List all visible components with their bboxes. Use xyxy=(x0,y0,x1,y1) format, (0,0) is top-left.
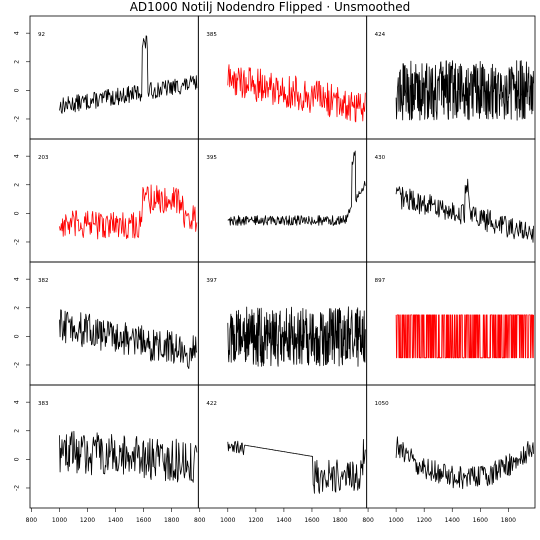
x-tick-label: 1800 xyxy=(501,517,516,524)
panel-frames xyxy=(29,15,536,509)
y-tick-label: 4 xyxy=(14,277,21,281)
x-tick-label: 1400 xyxy=(108,517,123,524)
panel-label-382: 382 xyxy=(38,278,49,284)
panel-label-397: 397 xyxy=(206,278,217,284)
series-line-430 xyxy=(395,178,534,243)
panel-label-897: 897 xyxy=(375,278,386,284)
x-tick-label: 800 xyxy=(194,517,206,524)
x-tick-label: 1400 xyxy=(445,517,460,524)
x-tick-label: 1600 xyxy=(136,517,151,524)
y-tick-label: -2 xyxy=(14,116,21,122)
y-tick-label: 0 xyxy=(14,334,21,338)
series-line-424 xyxy=(395,60,534,121)
x-tick-label: 1400 xyxy=(276,517,291,524)
y-tick-label: 2 xyxy=(14,306,21,310)
x-tick-label: 1000 xyxy=(52,517,67,524)
series-line-897 xyxy=(395,314,534,359)
series-line-385 xyxy=(227,64,366,123)
x-tick-label: 1200 xyxy=(248,517,263,524)
panel-frame-397 xyxy=(197,261,368,386)
series-line-382 xyxy=(59,309,198,369)
x-tick-label: 1600 xyxy=(473,517,488,524)
series-line-92 xyxy=(59,35,198,114)
panel-label-1050: 1050 xyxy=(375,401,389,407)
y-tick-label: 0 xyxy=(14,457,21,461)
panel-frame-430 xyxy=(366,138,536,263)
panel-series xyxy=(59,35,534,494)
series-line-395 xyxy=(227,150,366,226)
panel-label-92: 92 xyxy=(38,32,45,38)
series-line-383 xyxy=(59,430,198,483)
panel-label-395: 395 xyxy=(206,155,217,161)
panel-labels: 92 385 424 203 395 430 382 397 897 383 422 1050 xyxy=(38,32,389,407)
panel-frame-382 xyxy=(29,261,199,386)
axes: -2 0 2 4 -2 0 2 4 -2 0 2 4 -2 0 2 4 800 1000 1200 1400 1600 1… xyxy=(14,31,517,524)
y-tick-label: -2 xyxy=(14,239,21,245)
y-tick-label: -2 xyxy=(14,485,21,491)
series-line-1050 xyxy=(395,436,534,490)
y-tick-label: 2 xyxy=(14,429,21,433)
x-tick-label: 1000 xyxy=(388,517,403,524)
panel-label-424: 424 xyxy=(375,32,386,38)
panel-frame-422 xyxy=(197,384,368,509)
series-line-422 xyxy=(227,439,366,494)
series-line-203 xyxy=(59,184,198,240)
x-tick-label: 1800 xyxy=(164,517,179,524)
panel-label-422: 422 xyxy=(206,401,217,407)
series-line-397 xyxy=(227,306,366,367)
x-tick-label: 1800 xyxy=(332,517,347,524)
x-tick-label: 800 xyxy=(362,517,374,524)
panel-frame-385 xyxy=(197,15,368,140)
y-tick-label: 0 xyxy=(14,211,21,215)
panel-frame-92 xyxy=(29,15,199,140)
panel-label-385: 385 xyxy=(206,32,217,38)
chart-title: AD1000 Notilj Nodendro Flipped · Unsmoot… xyxy=(129,0,411,14)
y-tick-label: 4 xyxy=(14,154,21,158)
panel-frame-395 xyxy=(197,138,368,263)
y-tick-label: -2 xyxy=(14,362,21,368)
x-tick-label: 1000 xyxy=(220,517,235,524)
y-tick-label: 2 xyxy=(14,183,21,187)
panel-label-203: 203 xyxy=(38,155,49,161)
y-tick-label: 0 xyxy=(14,88,21,92)
x-tick-label: 1200 xyxy=(417,517,432,524)
y-tick-label: 4 xyxy=(14,31,21,35)
y-tick-label: 4 xyxy=(14,400,21,404)
y-tick-label: 2 xyxy=(14,60,21,64)
x-tick-label: 1600 xyxy=(304,517,319,524)
panel-label-430: 430 xyxy=(375,155,386,161)
x-tick-label: 800 xyxy=(26,517,38,524)
panel-label-383: 383 xyxy=(38,401,49,407)
panel-frame-1050 xyxy=(366,384,536,509)
x-tick-label: 1200 xyxy=(80,517,95,524)
